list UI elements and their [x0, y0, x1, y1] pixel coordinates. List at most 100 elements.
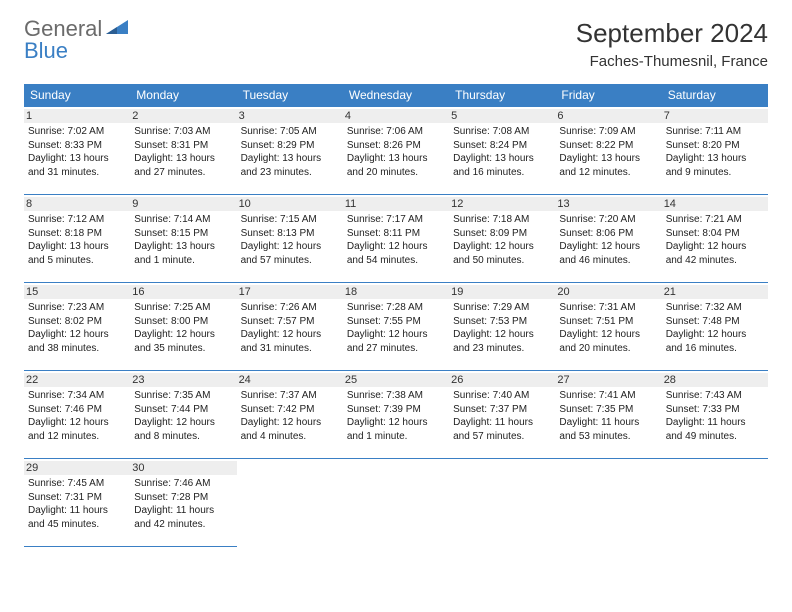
sunrise: Sunrise: 7:28 AM: [347, 301, 445, 315]
sunset: Sunset: 7:53 PM: [453, 315, 551, 329]
daylight: Daylight: 12 hours and 46 minutes.: [559, 240, 657, 267]
day-number: 10: [237, 197, 343, 211]
calendar-row: 22Sunrise: 7:34 AMSunset: 7:46 PMDayligh…: [24, 371, 768, 459]
sunrise: Sunrise: 7:34 AM: [28, 389, 126, 403]
day-info: Sunrise: 7:11 AMSunset: 8:20 PMDaylight:…: [666, 125, 764, 179]
calendar-cell: [237, 459, 343, 547]
daylight: Daylight: 11 hours and 42 minutes.: [134, 504, 232, 531]
sunset: Sunset: 7:28 PM: [134, 491, 232, 505]
day-info: Sunrise: 7:21 AMSunset: 8:04 PMDaylight:…: [666, 213, 764, 267]
calendar-cell: 30 Sunrise: 7:46 AMSunset: 7:28 PMDayligh…: [130, 459, 236, 547]
weekday-monday: Monday: [130, 84, 236, 107]
calendar-row: 1 Sunrise: 7:02 AMSunset: 8:33 PMDaylight…: [24, 107, 768, 195]
day-info: Sunrise: 7:28 AMSunset: 7:55 PMDaylight:…: [347, 301, 445, 355]
daylight: Daylight: 12 hours and 23 minutes.: [453, 328, 551, 355]
sunset: Sunset: 8:31 PM: [134, 139, 232, 153]
sunset: Sunset: 8:09 PM: [453, 227, 551, 241]
day-info: Sunrise: 7:26 AMSunset: 7:57 PMDaylight:…: [241, 301, 339, 355]
sunrise: Sunrise: 7:09 AM: [559, 125, 657, 139]
calendar-cell: 4Sunrise: 7:06 AMSunset: 8:26 PMDaylight…: [343, 107, 449, 195]
sunrise: Sunrise: 7:45 AM: [28, 477, 126, 491]
day-info: Sunrise: 7:46 AMSunset: 7:28 PMDaylight:…: [134, 477, 232, 531]
day-number: 5: [449, 109, 555, 123]
day-info: Sunrise: 7:29 AMSunset: 7:53 PMDaylight:…: [453, 301, 551, 355]
sunrise: Sunrise: 7:31 AM: [559, 301, 657, 315]
sunrise: Sunrise: 7:12 AM: [28, 213, 126, 227]
sunset: Sunset: 8:18 PM: [28, 227, 126, 241]
sunset: Sunset: 8:04 PM: [666, 227, 764, 241]
calendar-cell: 16Sunrise: 7:25 AMSunset: 8:00 PMDayligh…: [130, 283, 236, 371]
sunset: Sunset: 7:51 PM: [559, 315, 657, 329]
calendar-cell: 23Sunrise: 7:35 AMSunset: 7:44 PMDayligh…: [130, 371, 236, 459]
daylight: Daylight: 11 hours and 49 minutes.: [666, 416, 764, 443]
calendar-cell: 11Sunrise: 7:17 AMSunset: 8:11 PMDayligh…: [343, 195, 449, 283]
sunrise: Sunrise: 7:38 AM: [347, 389, 445, 403]
day-number: 30: [130, 461, 236, 475]
weekday-thursday: Thursday: [449, 84, 555, 107]
daylight: Daylight: 12 hours and 27 minutes.: [347, 328, 445, 355]
calendar-cell: 12 Sunrise: 7:18 AMSunset: 8:09 PMDayligh…: [449, 195, 555, 283]
day-number: 19: [449, 285, 555, 299]
sunrise: Sunrise: 7:41 AM: [559, 389, 657, 403]
day-number: 1: [24, 109, 130, 123]
day-number: 14: [662, 197, 768, 211]
day-number: 15: [24, 285, 130, 299]
sunset: Sunset: 8:06 PM: [559, 227, 657, 241]
sunrise: Sunrise: 7:21 AM: [666, 213, 764, 227]
sunrise: Sunrise: 7:15 AM: [241, 213, 339, 227]
weekday-wednesday: Wednesday: [343, 84, 449, 107]
sunset: Sunset: 8:29 PM: [241, 139, 339, 153]
daylight: Daylight: 13 hours and 5 minutes.: [28, 240, 126, 267]
sunrise: Sunrise: 7:18 AM: [453, 213, 551, 227]
daylight: Daylight: 11 hours and 53 minutes.: [559, 416, 657, 443]
calendar-cell: 1 Sunrise: 7:02 AMSunset: 8:33 PMDaylight…: [24, 107, 130, 195]
day-info: Sunrise: 7:41 AMSunset: 7:35 PMDaylight:…: [559, 389, 657, 443]
sunset: Sunset: 7:55 PM: [347, 315, 445, 329]
calendar-cell: [343, 459, 449, 547]
logo-word-2: Blue: [24, 38, 68, 63]
day-number: 22: [24, 373, 130, 387]
day-number: 8: [24, 197, 130, 211]
day-info: Sunrise: 7:02 AMSunset: 8:33 PMDaylight:…: [28, 125, 126, 179]
sunrise: Sunrise: 7:03 AM: [134, 125, 232, 139]
sunrise: Sunrise: 7:43 AM: [666, 389, 764, 403]
sunset: Sunset: 7:33 PM: [666, 403, 764, 417]
sunrise: Sunrise: 7:23 AM: [28, 301, 126, 315]
sunrise: Sunrise: 7:17 AM: [347, 213, 445, 227]
calendar-cell: 21Sunrise: 7:32 AMSunset: 7:48 PMDayligh…: [662, 283, 768, 371]
day-number: 25: [343, 373, 449, 387]
calendar-cell: 9Sunrise: 7:14 AMSunset: 8:15 PMDaylight…: [130, 195, 236, 283]
daylight: Daylight: 12 hours and 12 minutes.: [28, 416, 126, 443]
weekday-header-row: Sunday Monday Tuesday Wednesday Thursday…: [24, 84, 768, 107]
sunset: Sunset: 7:57 PM: [241, 315, 339, 329]
sunrise: Sunrise: 7:06 AM: [347, 125, 445, 139]
title-block: September 2024 Faches-Thumesnil, France: [576, 18, 768, 70]
sunset: Sunset: 7:35 PM: [559, 403, 657, 417]
day-info: Sunrise: 7:37 AMSunset: 7:42 PMDaylight:…: [241, 389, 339, 443]
calendar-row: 15Sunrise: 7:23 AMSunset: 8:02 PMDayligh…: [24, 283, 768, 371]
daylight: Daylight: 13 hours and 27 minutes.: [134, 152, 232, 179]
calendar-cell: 17Sunrise: 7:26 AMSunset: 7:57 PMDayligh…: [237, 283, 343, 371]
daylight: Daylight: 12 hours and 4 minutes.: [241, 416, 339, 443]
sunrise: Sunrise: 7:11 AM: [666, 125, 764, 139]
day-info: Sunrise: 7:45 AMSunset: 7:31 PMDaylight:…: [28, 477, 126, 531]
day-info: Sunrise: 7:18 AMSunset: 8:09 PMDaylight:…: [453, 213, 551, 267]
sunrise: Sunrise: 7:35 AM: [134, 389, 232, 403]
day-number: 16: [130, 285, 236, 299]
day-number: 11: [343, 197, 449, 211]
daylight: Daylight: 12 hours and 54 minutes.: [347, 240, 445, 267]
calendar-row: 8Sunrise: 7:12 AMSunset: 8:18 PMDaylight…: [24, 195, 768, 283]
day-number: 29: [24, 461, 130, 475]
sunset: Sunset: 8:33 PM: [28, 139, 126, 153]
sunrise: Sunrise: 7:37 AM: [241, 389, 339, 403]
day-number: 12: [449, 197, 555, 211]
day-info: Sunrise: 7:12 AMSunset: 8:18 PMDaylight:…: [28, 213, 126, 267]
day-number: 28: [662, 373, 768, 387]
daylight: Daylight: 12 hours and 42 minutes.: [666, 240, 764, 267]
day-number: 21: [662, 285, 768, 299]
daylight: Daylight: 13 hours and 31 minutes.: [28, 152, 126, 179]
day-info: Sunrise: 7:09 AMSunset: 8:22 PMDaylight:…: [559, 125, 657, 179]
sunset: Sunset: 8:13 PM: [241, 227, 339, 241]
sunrise: Sunrise: 7:08 AM: [453, 125, 551, 139]
daylight: Daylight: 12 hours and 57 minutes.: [241, 240, 339, 267]
